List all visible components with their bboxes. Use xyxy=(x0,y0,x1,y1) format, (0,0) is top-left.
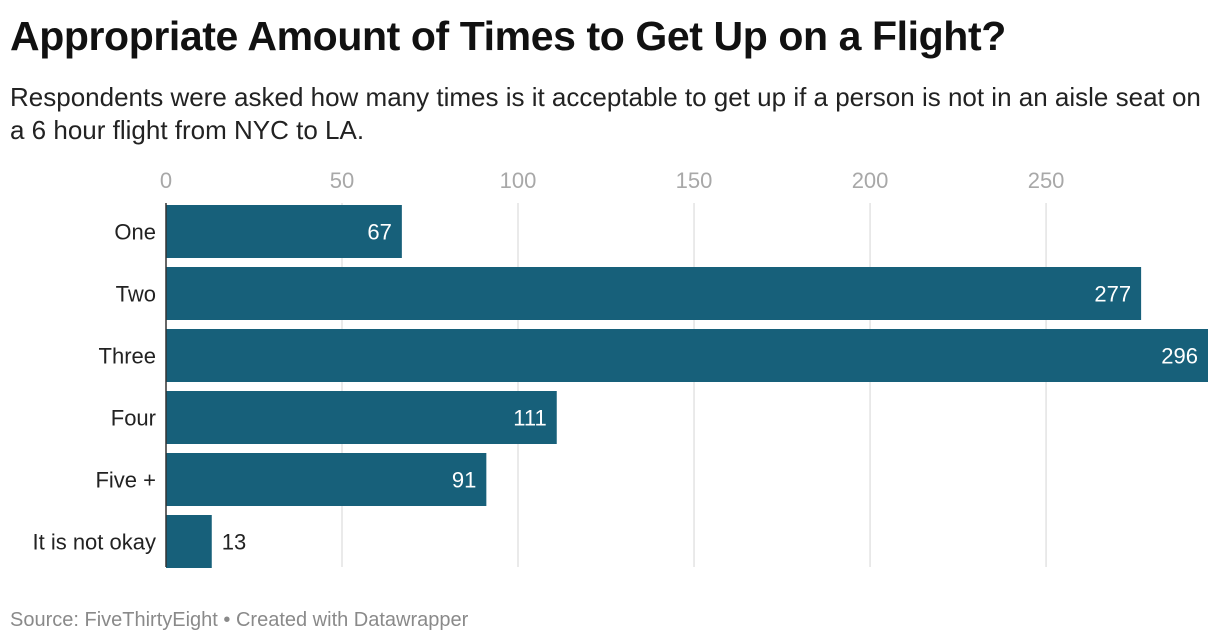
x-tick-label: 200 xyxy=(852,168,889,193)
bars xyxy=(166,205,1208,568)
value-label: 296 xyxy=(1161,344,1198,369)
x-tick-label: 150 xyxy=(676,168,713,193)
bar xyxy=(166,391,557,444)
bar xyxy=(166,205,402,258)
value-label: 67 xyxy=(367,220,391,245)
category-label: It is not okay xyxy=(32,530,156,555)
x-tick-label: 0 xyxy=(160,168,172,193)
x-tick-label: 250 xyxy=(1028,168,1065,193)
bar xyxy=(166,515,212,568)
value-label: 91 xyxy=(452,468,476,493)
bar xyxy=(166,453,487,506)
value-label: 13 xyxy=(222,530,246,555)
x-axis-tick-labels: 0 50 100 150 200 250 xyxy=(160,168,1065,193)
x-tick-label: 100 xyxy=(500,168,537,193)
value-label: 277 xyxy=(1094,282,1131,307)
category-label: One xyxy=(114,220,156,245)
value-labels: 67 277 296 111 91 13 xyxy=(222,220,1198,555)
bar xyxy=(166,329,1208,382)
chart-subtitle: Respondents were asked how many times is… xyxy=(10,82,1201,145)
chart-title: Appropriate Amount of Times to Get Up on… xyxy=(10,13,1006,59)
category-labels: One Two Three Four Five + It is not okay xyxy=(32,220,156,555)
source-footer: Source: FiveThirtyEight • Created with D… xyxy=(10,609,469,631)
x-tick-label: 50 xyxy=(330,168,354,193)
category-label: Four xyxy=(111,406,156,431)
category-label: Five + xyxy=(95,468,156,493)
bar-chart: 0 50 100 150 200 250 One Two Three Four Five + It … xyxy=(32,168,1208,568)
value-label: 111 xyxy=(513,406,546,431)
bar xyxy=(166,267,1142,320)
category-label: Three xyxy=(99,344,156,369)
category-label: Two xyxy=(116,282,156,307)
gridlines xyxy=(341,203,1047,567)
